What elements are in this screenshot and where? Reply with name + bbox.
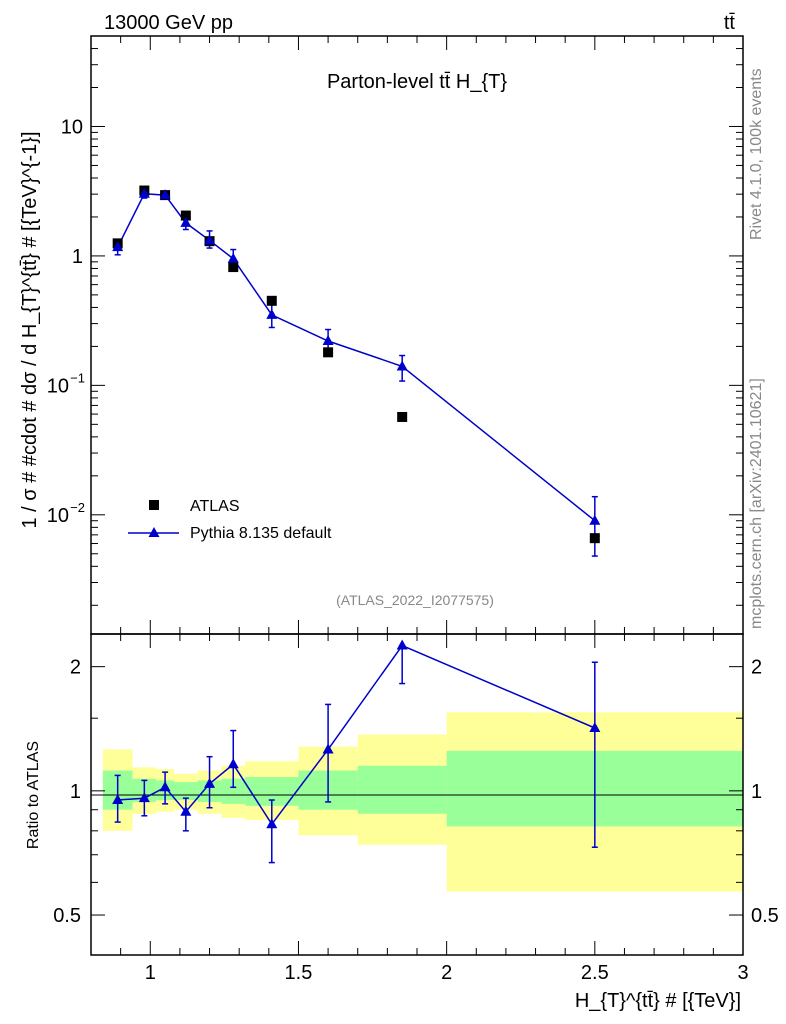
ratio-point [266, 818, 278, 829]
mc-point [112, 241, 124, 252]
main-ylabel-text: 1 / σ # #cdot # dσ / d H_{T}^{tt̄} # [{T… [19, 131, 41, 528]
data-point [180, 210, 191, 221]
mc-point [589, 514, 601, 525]
mc-series-line [117, 193, 596, 522]
ratio-point [159, 781, 171, 792]
ratio-series-line [117, 644, 596, 826]
ratio-point [396, 639, 408, 650]
ratio-ytick-label-left: 0.5 [53, 905, 81, 927]
main-ylabel: 1 / σ # #cdot # dσ / d H_{T}^{tt̄} # [{T… [19, 131, 41, 528]
ratio-marks [112, 639, 601, 864]
mc-point [227, 252, 239, 263]
data-point [266, 295, 277, 306]
ratio-band-inner [221, 778, 246, 804]
ratio-bands [102, 712, 743, 892]
ratio-point [112, 794, 124, 805]
main-ytick-label-base: 10 [47, 375, 69, 397]
plot-title: Parton-level tt̄ H_{T} [327, 71, 507, 93]
main-ytick-label-base: 10 [47, 505, 69, 527]
data-point [228, 262, 239, 273]
ratio-xtick-label: 1.5 [285, 962, 313, 984]
ratio-band-inner [173, 782, 198, 801]
legend-mc-marker [148, 527, 160, 537]
ratio-point [204, 777, 216, 788]
data-point [589, 533, 600, 544]
main-ytick-label: 1 [72, 246, 83, 268]
ratio-point [180, 805, 192, 816]
mc-point [266, 308, 278, 319]
main-ytick-label: 10 [47, 505, 69, 527]
ratio-ytick-label-left: 1 [70, 781, 81, 803]
side-label-top: Rivet 4.1.0, 100k events [748, 68, 765, 240]
side-label-bottom: mcplots.cern.ch [arXiv:2401.10621] [748, 378, 765, 629]
ratio-xtick-label: 1 [145, 962, 156, 984]
ratio-panel: 0.5 0.5 1 1 2 2 1 1.5 2 2.5 3 Ratio to ATLAS H_{T}… [25, 633, 779, 1012]
main-ytick-label: 10 [47, 375, 69, 397]
mc-point [138, 187, 150, 198]
ratio-point [227, 758, 239, 769]
legend-data-label: ATLAS [190, 498, 240, 515]
x-axis-label: H_{T}^{tt̄} # [{TeV}] [575, 990, 741, 1012]
main-ytick-exponent: −2 [70, 500, 85, 515]
analysis-id: (ATLAS_2022_I2077575) [336, 592, 494, 608]
ratio-point [322, 743, 334, 754]
legend-mc-label: Pythia 8.135 default [190, 525, 332, 542]
mc-point [396, 360, 408, 371]
data-point [323, 347, 334, 358]
process-label: tt̄ [724, 12, 736, 34]
ratio-band-inner [357, 765, 447, 814]
main-ytick-exponent: −1 [70, 370, 85, 385]
ratio-xtick-label: 2.5 [581, 962, 609, 984]
main-ytick-label: 10 [61, 116, 83, 138]
mc-point [204, 234, 216, 245]
ratio-ylabel: Ratio to ATLAS [25, 741, 42, 849]
plot-title-text: Parton-level tt̄ H_{T} [327, 71, 507, 93]
ratio-axis: 0.5 0.5 1 1 2 2 1 1.5 2 2.5 3 [53, 634, 779, 984]
ratio-ytick-label-right: 1 [751, 781, 762, 803]
ratio-point [138, 792, 150, 803]
ratio-ytick-label-right: 0.5 [751, 905, 779, 927]
main-marks [112, 185, 601, 557]
main-ytick-label-base: 1 [72, 246, 83, 268]
main-frame [90, 35, 744, 635]
main-ytick-label-base: 10 [61, 116, 83, 138]
ratio-ytick-label-left: 2 [70, 657, 81, 679]
legend: ATLAS Pythia 8.135 default [128, 498, 332, 542]
ratio-point [589, 722, 601, 733]
legend-data-marker [149, 500, 159, 510]
ratio-xtick-label: 2 [441, 962, 452, 984]
mc-point [180, 216, 192, 227]
ratio-xtick-label: 3 [737, 962, 748, 984]
beam-label: 13000 GeV pp [104, 12, 233, 34]
mc-point [322, 335, 334, 346]
data-point [397, 411, 408, 422]
ratio-ytick-label-right: 2 [751, 657, 762, 679]
mc-point [159, 189, 171, 200]
